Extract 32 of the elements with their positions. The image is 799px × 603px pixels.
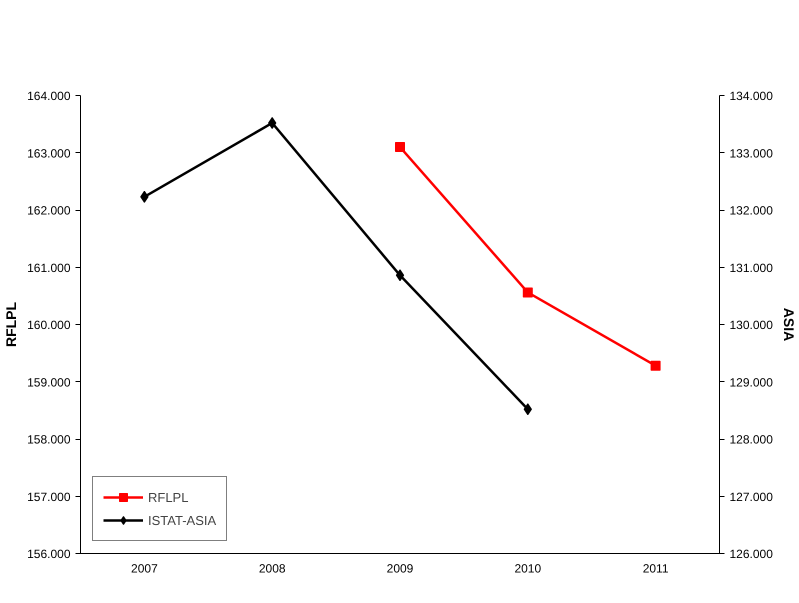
y-tick-label: 161.000 — [27, 260, 71, 275]
legend-label: RFLPL — [148, 490, 188, 504]
y2-tick-label: 128.000 — [730, 432, 774, 446]
point — [522, 287, 533, 298]
y-tick-label: 164.000 — [27, 89, 71, 103]
point — [140, 190, 149, 203]
y-tick-label: 159.000 — [27, 375, 71, 390]
y2-tick-label: 131.000 — [730, 260, 774, 275]
y-tick-label: 157.000 — [27, 490, 71, 504]
y-tick-label: 163.000 — [27, 146, 71, 160]
y2-tick-label: 132.000 — [730, 204, 774, 218]
y-tick-label: 160.000 — [27, 318, 71, 332]
point — [396, 269, 404, 282]
y-tick-label: 156.000 — [27, 547, 71, 561]
y2-tick-label: 130.000 — [730, 318, 774, 332]
y-tick-label: 162.000 — [27, 204, 71, 218]
point — [650, 360, 661, 371]
y2-tick-label: 133.000 — [730, 146, 774, 160]
y-tick-label: 158.000 — [27, 432, 71, 446]
y-axis-title: RFLPL — [3, 302, 20, 348]
x-tick-label: 2009 — [386, 562, 414, 576]
point — [395, 142, 405, 152]
x-tick-label: 2008 — [258, 562, 286, 576]
y2-tick-label: 126.000 — [730, 547, 774, 561]
x-tick-label: 2010 — [514, 562, 542, 576]
y2-tick-label: 129.000 — [730, 375, 774, 390]
y2-tick-label: 127.000 — [730, 490, 774, 504]
legend-label: ISTAT-ASIA — [148, 512, 216, 528]
y2-axis-title: ASIA — [780, 308, 797, 342]
x-tick-label: 2007 — [131, 562, 158, 576]
x-tick-label: 2011 — [642, 562, 669, 576]
y2-tick-label: 134.000 — [730, 89, 774, 103]
